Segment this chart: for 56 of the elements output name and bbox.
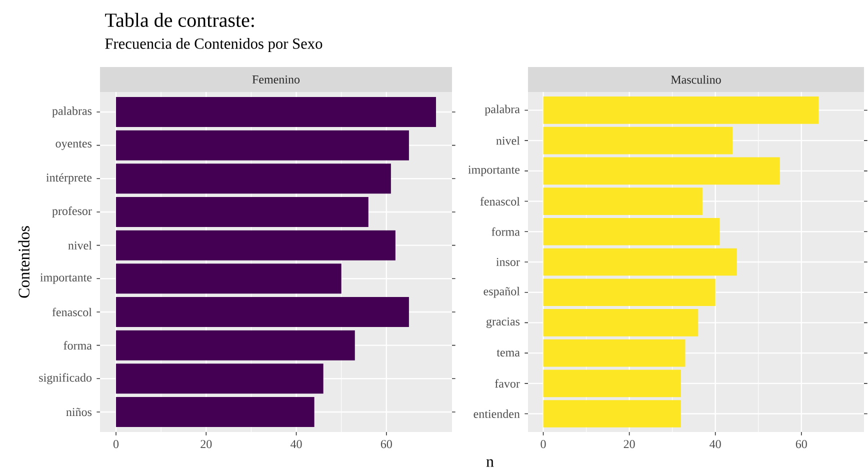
bar	[543, 400, 681, 428]
bar	[543, 157, 780, 185]
bar	[543, 370, 681, 398]
y-tick-label: fenascol	[52, 308, 92, 316]
y-tick-label: forma	[64, 341, 92, 350]
y-tick-label: fenascol	[480, 197, 520, 206]
y-tick-label: nivel	[68, 241, 92, 250]
y-tick-label: significado	[39, 373, 92, 384]
y-tick-label: niños	[66, 408, 92, 416]
series-label: Masculino	[671, 75, 721, 84]
x-tick-label: 40	[290, 440, 302, 448]
x-axis-title: n	[486, 459, 494, 467]
y-tick-label: entienden	[474, 410, 520, 418]
y-tick-label: importante	[468, 166, 520, 176]
y-tick-label: palabra	[484, 104, 520, 116]
bar	[116, 97, 436, 127]
bar	[116, 330, 355, 360]
series-label: Femenino	[252, 75, 300, 84]
y-tick-label: intérprete	[46, 173, 92, 184]
bar	[116, 364, 324, 394]
y-tick-label: insor	[496, 258, 520, 266]
bar	[543, 339, 686, 367]
x-tick-label: 20	[200, 440, 212, 448]
chart-subtitle: Frecuencia de Contenidos por Sexo	[105, 38, 322, 52]
x-tick-label: 60	[796, 440, 807, 448]
bar	[116, 296, 409, 327]
bar	[543, 96, 819, 124]
y-tick-label: palabras	[52, 106, 92, 118]
x-tick-label: 20	[624, 440, 635, 448]
y-tick-label: profesor	[52, 206, 92, 218]
bar	[543, 278, 716, 306]
bar	[543, 188, 702, 215]
x-tick-label: 0	[540, 440, 546, 448]
bar	[116, 130, 409, 160]
bar	[116, 164, 391, 194]
y-tick-label: forma	[492, 227, 520, 236]
x-tick-label: 0	[113, 440, 119, 448]
y-tick-label: oyentes	[56, 140, 92, 150]
bar	[543, 218, 720, 246]
chart-title: Tabla de contraste:	[105, 12, 254, 28]
bar	[543, 248, 737, 276]
y-tick-label: favor	[495, 379, 520, 388]
y-tick-label: importante	[40, 273, 92, 284]
x-tick-label: 40	[710, 440, 721, 448]
x-tick-label: 60	[380, 440, 392, 448]
y-tick-label: nivel	[496, 136, 520, 145]
y-axis-title: Contenidos	[18, 226, 30, 298]
bar	[543, 309, 698, 336]
y-tick-label: español	[484, 286, 520, 298]
bar	[116, 230, 396, 260]
y-tick-label: tema	[496, 350, 520, 357]
y-tick-label: gracias	[486, 317, 520, 328]
bar	[543, 126, 733, 154]
bar	[116, 264, 342, 294]
bar	[116, 396, 314, 427]
bar	[116, 196, 368, 227]
